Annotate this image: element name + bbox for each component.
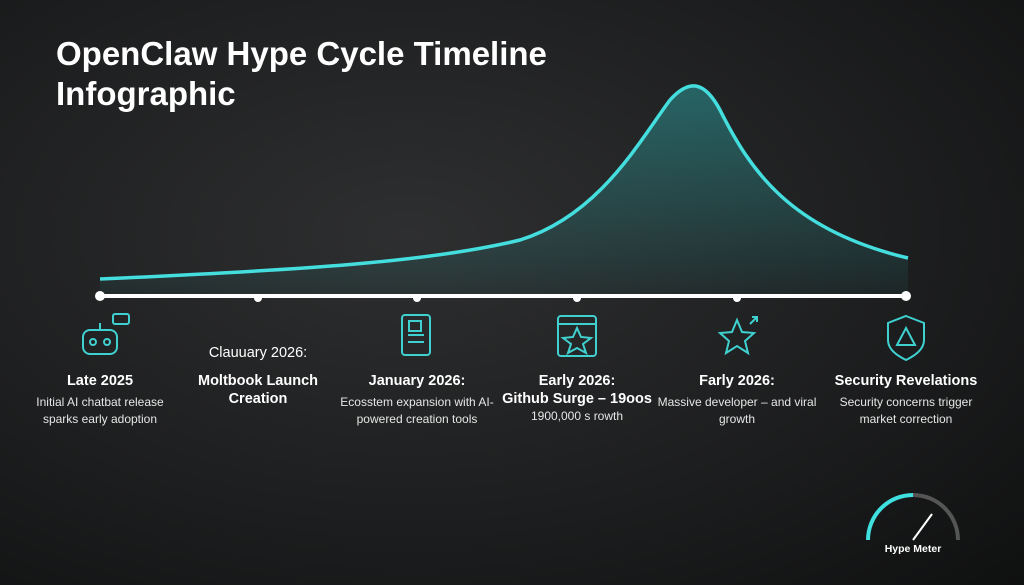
milestone-description: Security concerns trigger market correct…	[839, 395, 973, 426]
hype-curve	[99, 84, 909, 281]
milestone: January 2026: Ecosstem expansion with AI…	[337, 372, 497, 428]
hype-meter-label: Hype Meter	[884, 543, 942, 555]
milestone: Clauuary 2026: Moltbook Launch Creation	[178, 344, 338, 408]
title: OpenClaw Hype Cycle Timeline Infographic	[56, 35, 547, 112]
milestone-description: Massive developer – and viral growth	[657, 395, 817, 426]
milestone-heading: Security Revelations	[834, 373, 978, 389]
milestone-description: Ecosstem expansion with AI-powered creat…	[340, 395, 494, 426]
milestone-heading: Early 2026:	[538, 373, 616, 389]
milestone-label: Clauuary 2026:	[208, 345, 308, 361]
milestone-description: 1900,000 s rowth	[530, 409, 624, 423]
milestone-heading: Late 2025	[66, 373, 134, 389]
milestone-heading: January 2026:	[368, 373, 466, 389]
hype-meter-gauge	[866, 493, 960, 541]
milestone: Late 2025 Initial AI chatbat release spa…	[20, 372, 180, 428]
milestone: Early 2026: Github Surge – 19oos 1900,00…	[497, 372, 657, 425]
milestone: Farly 2026: Massive developer – and vira…	[657, 372, 817, 428]
milestone-description: Initial AI chatbat release sparks early …	[36, 395, 164, 426]
timeline-dots	[95, 291, 911, 302]
milestone-heading: Farly 2026:	[699, 373, 775, 389]
milestone: Security Revelations Security concerns t…	[826, 372, 986, 428]
milestone-subheading: Github Surge – 19oos	[502, 391, 652, 407]
hype-area	[100, 85, 908, 296]
icons	[82, 313, 925, 362]
milestone-heading: Moltbook Launch Creation	[197, 373, 318, 407]
